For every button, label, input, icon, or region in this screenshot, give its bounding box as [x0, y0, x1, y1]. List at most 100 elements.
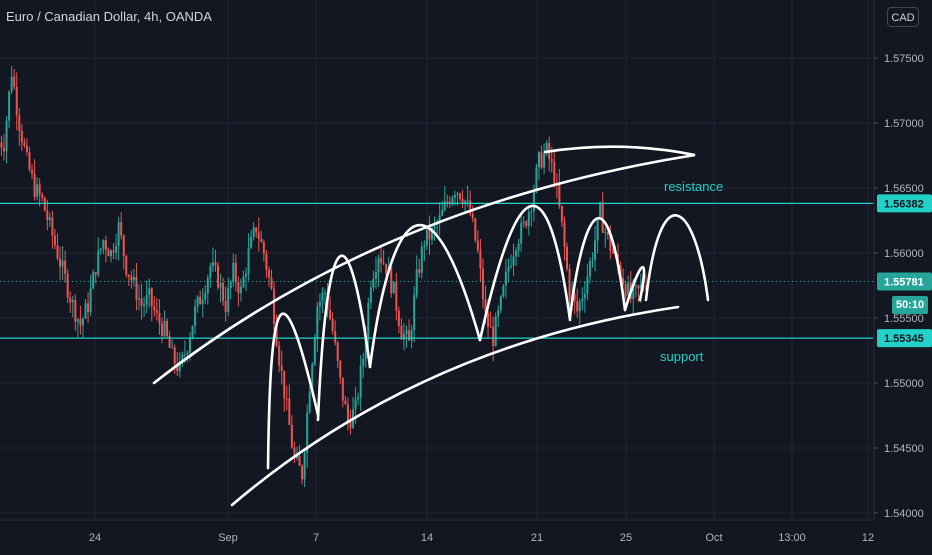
candle-body [402, 334, 405, 340]
price-tick-label: 1.55000 [884, 378, 924, 390]
chart-title: Euro / Canadian Dollar, 4h, OANDA [6, 9, 212, 24]
candle-body [275, 324, 278, 346]
candle-body [474, 218, 477, 241]
candle-body [609, 234, 612, 251]
candle-body [135, 277, 138, 300]
drawing-curve[interactable] [568, 216, 627, 320]
candle-body [637, 285, 640, 289]
candle-body [285, 398, 288, 400]
drawing-curve[interactable] [623, 265, 646, 312]
candle-body [464, 200, 467, 203]
candle-body [471, 213, 474, 219]
candle-body [586, 276, 589, 294]
candle-body [43, 197, 46, 211]
candle-body [313, 339, 316, 365]
support-price-tag [877, 329, 932, 348]
candle-body [48, 217, 51, 221]
drawing-curve[interactable] [316, 254, 372, 422]
candle-body [171, 347, 174, 349]
candle-body [479, 250, 482, 269]
time-tick-label: 14 [421, 532, 433, 544]
time-tick-label: Sep [218, 532, 238, 544]
candle-body [415, 269, 418, 296]
candle-body [362, 358, 365, 366]
candle-body [543, 153, 546, 168]
candle-body [278, 345, 281, 366]
drawing-curve[interactable] [266, 312, 320, 470]
candle-body [20, 130, 23, 143]
candle-body [481, 268, 484, 300]
candle-body [242, 276, 245, 287]
candle-body [420, 246, 423, 273]
candle-body [372, 278, 375, 288]
candle-body [588, 261, 591, 277]
drawing-curve[interactable] [368, 223, 482, 369]
candle-body [66, 273, 69, 298]
candle-body [273, 288, 276, 325]
price-tick-label: 1.56000 [884, 248, 924, 260]
candle-body [148, 288, 151, 295]
candle-body [453, 194, 456, 198]
candle-body [487, 312, 490, 327]
price-tick-label: 1.56500 [884, 183, 924, 195]
candle-body [301, 465, 304, 480]
candle-body [186, 352, 189, 355]
candle-body [155, 310, 158, 313]
candle-body [158, 312, 161, 324]
candle-body [507, 266, 510, 272]
candle-body [357, 397, 360, 400]
candle-body [79, 319, 82, 326]
drawing-curve[interactable] [478, 204, 572, 342]
candle-body [59, 258, 62, 267]
candle-body [364, 337, 367, 359]
candle-body [229, 281, 232, 289]
candle-body [115, 245, 118, 253]
candle-body [64, 260, 67, 274]
candle-body [81, 318, 84, 326]
candle-body [262, 241, 265, 254]
candle-body [46, 210, 49, 221]
candle-body [476, 240, 479, 251]
candle-body [0, 142, 3, 148]
candle-body [293, 447, 296, 459]
candle-body [573, 294, 576, 302]
candle-body [311, 364, 314, 392]
candle-body [15, 87, 18, 116]
candle-body [5, 120, 8, 152]
drawing-curve[interactable] [230, 305, 680, 507]
candle-body [219, 283, 222, 288]
candle-body [8, 91, 11, 121]
candle-body [321, 292, 324, 302]
candle-body [374, 271, 377, 279]
candle-body [267, 269, 270, 278]
last-price-tag [877, 272, 932, 291]
candle-body [418, 269, 421, 273]
candle-body [461, 199, 464, 203]
candle-body [504, 271, 507, 286]
candle-body [191, 325, 194, 339]
candle-body [339, 360, 342, 378]
candle-body [245, 273, 248, 277]
drawing-curve[interactable] [152, 145, 696, 385]
candle-body [99, 248, 102, 251]
candle-body [110, 250, 112, 257]
candle-body [92, 272, 95, 289]
candle-body [502, 285, 505, 297]
candle-body [553, 161, 556, 184]
candle-body [336, 342, 339, 361]
candle-body [224, 300, 227, 313]
currency-button[interactable]: CAD [887, 7, 919, 27]
candle-body [217, 265, 219, 288]
price-tick-label: 1.54500 [884, 443, 924, 455]
candle-body [532, 190, 535, 212]
candle-body [331, 318, 334, 332]
candle-body [196, 296, 199, 307]
candle-body [237, 282, 240, 294]
candle-body [354, 399, 357, 410]
candle-body [581, 298, 584, 302]
drawing-curve[interactable] [644, 214, 710, 302]
candle-body [166, 320, 169, 336]
candle-body [611, 250, 614, 254]
